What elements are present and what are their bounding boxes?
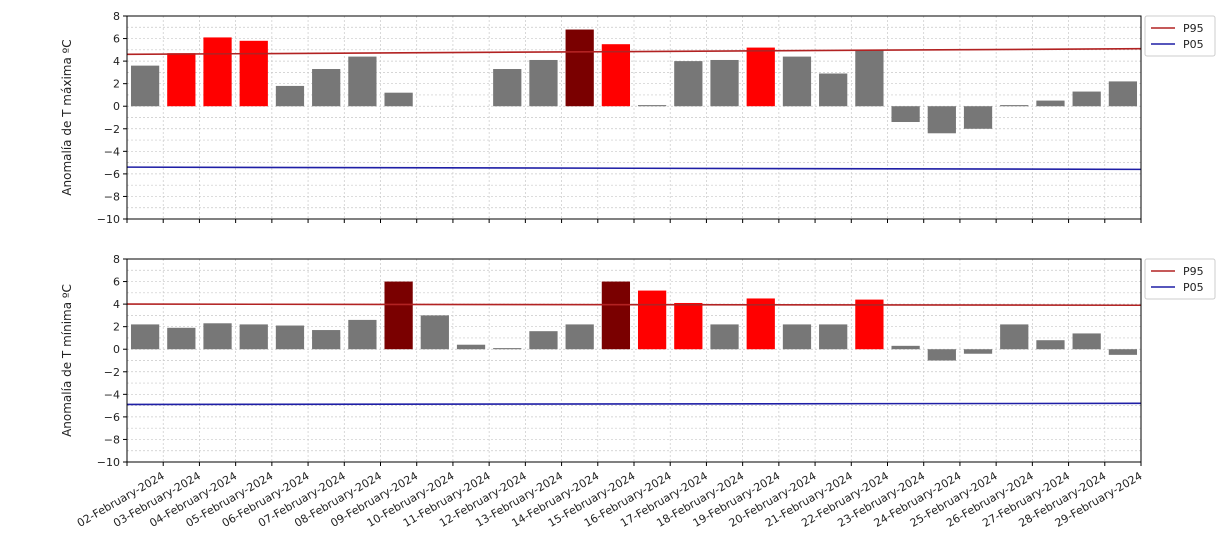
legend-label-p05: P05 [1183, 281, 1204, 294]
bar [927, 349, 956, 361]
bar [927, 106, 956, 134]
bar [963, 106, 993, 129]
threshold-line-p95 [126, 303, 1142, 307]
bar [203, 37, 232, 107]
bar [239, 40, 268, 107]
bar [420, 315, 449, 350]
y-tick-label: −6 [104, 168, 120, 181]
bar [601, 281, 631, 350]
bar [1036, 100, 1065, 107]
y-tick-label: 0 [113, 343, 120, 356]
bar [1108, 81, 1138, 107]
threshold-line-p05 [126, 166, 1142, 171]
bar [348, 56, 377, 107]
panel-1: 8 6 4 2 0 −2 −4 −6 −8 −10 Anomalía de T máxima ºC P… [60, 10, 1216, 226]
bar [746, 47, 775, 107]
bar [493, 348, 522, 350]
bar [1108, 349, 1138, 355]
y-axis-title: Anomalía de T mínima ºC [60, 284, 74, 437]
bar [819, 324, 848, 350]
legend-box [1144, 258, 1216, 300]
bar [275, 325, 305, 350]
bar [891, 106, 920, 123]
bar [601, 44, 631, 107]
y-tick-label: 8 [113, 253, 120, 266]
y-tick-label: 2 [113, 78, 120, 91]
y-tick-label: −4 [104, 388, 120, 401]
bar [529, 331, 558, 350]
bar [674, 61, 703, 107]
bar [891, 345, 920, 350]
y-tick-label: −8 [104, 190, 120, 203]
bar [565, 29, 594, 107]
bar [710, 59, 739, 107]
bar [312, 69, 341, 107]
bar [1000, 324, 1029, 350]
bar [384, 281, 413, 350]
y-tick-label: 8 [113, 10, 120, 23]
y-tick-label: 2 [113, 321, 120, 334]
y-tick-label: −6 [104, 411, 120, 424]
y-tick-label: 4 [113, 55, 120, 68]
bar [1036, 340, 1065, 350]
bar [963, 349, 993, 354]
y-tick-label: 6 [113, 276, 120, 289]
bar [1000, 105, 1029, 107]
bar [239, 324, 268, 350]
bar [782, 56, 812, 107]
legend-label-p95: P95 [1183, 22, 1204, 35]
bar [529, 59, 558, 107]
y-tick-label: −2 [104, 123, 120, 136]
y-tick-label: −10 [97, 213, 120, 226]
bar [130, 324, 160, 350]
legend-box [1144, 15, 1216, 57]
bar [782, 324, 812, 350]
bar [565, 324, 594, 350]
y-tick-label: −4 [104, 145, 120, 158]
bar [167, 327, 196, 350]
threshold-line-p05 [126, 402, 1142, 406]
bar [637, 105, 667, 107]
bar [348, 319, 377, 350]
bar [746, 298, 775, 350]
y-tick-label: −2 [104, 366, 120, 379]
y-tick-label: −10 [97, 456, 120, 469]
bar [493, 69, 522, 107]
legend-label-p95: P95 [1183, 265, 1204, 278]
bar [855, 49, 884, 107]
y-tick-label: 0 [113, 100, 120, 113]
bar [167, 53, 196, 107]
legend-label-p05: P05 [1183, 38, 1204, 51]
y-tick-label: −8 [104, 433, 120, 446]
bar [1072, 91, 1101, 107]
bar [275, 85, 305, 107]
bar [456, 344, 486, 350]
bar [710, 324, 739, 350]
bar [1072, 333, 1101, 350]
y-tick-label: 4 [113, 298, 120, 311]
y-tick-label: 6 [113, 33, 120, 46]
bar [819, 73, 848, 107]
threshold-line-p95 [126, 47, 1142, 56]
bar [384, 92, 413, 107]
bar [203, 323, 232, 350]
bar [312, 330, 341, 350]
bar [674, 302, 703, 350]
bar [855, 299, 884, 350]
y-axis-title: Anomalía de T máxima ºC [60, 39, 74, 195]
bar [637, 290, 667, 350]
bar [130, 65, 160, 107]
panel-2: 8 6 4 2 0 −2 −4 −6 −8 −10 Anomalía de T mínima ºC P… [60, 253, 1216, 469]
